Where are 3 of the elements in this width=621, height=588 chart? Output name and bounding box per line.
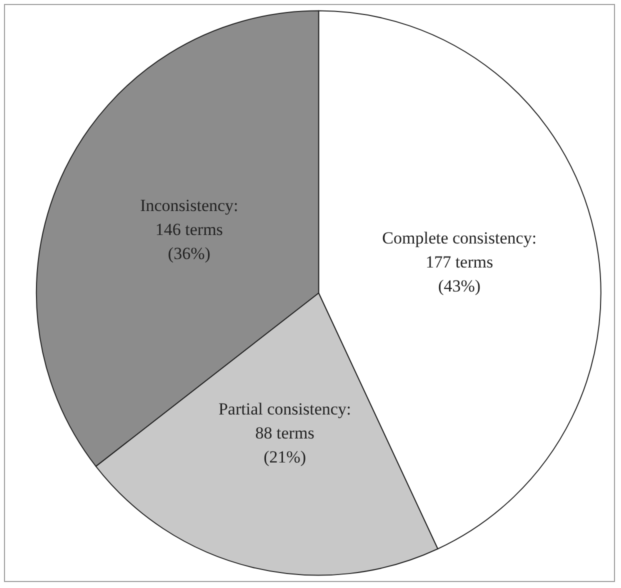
slice-label: Partial consistency: 88 terms (21%) bbox=[218, 400, 352, 467]
slice-label: Inconsistency: 146 terms (36%) bbox=[140, 196, 238, 264]
slice-label: Complete consistency: 177 terms (43%) bbox=[382, 228, 537, 296]
